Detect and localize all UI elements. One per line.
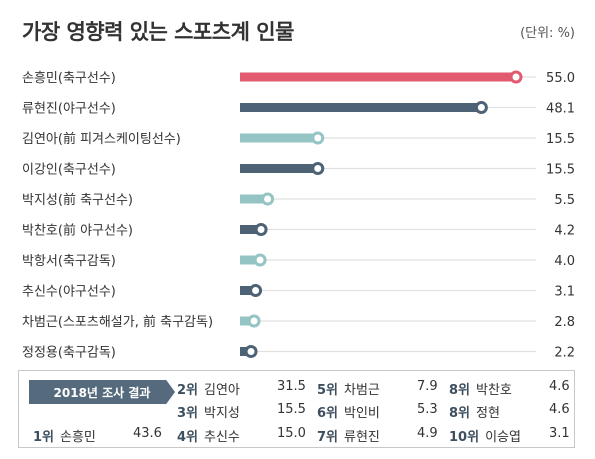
bar: [240, 133, 318, 143]
rank-number: 5위: [317, 383, 339, 398]
rank-name: 박지성: [204, 406, 240, 421]
rank-number: 7위: [317, 430, 339, 445]
bar-end-marker: [509, 70, 523, 84]
bar: [240, 194, 268, 204]
rank-value: 4.6: [549, 402, 570, 417]
summary-rank-7: 7위 류현진 4.9: [317, 426, 438, 445]
category-label: 류현진(야구선수): [22, 102, 116, 117]
category-label: 이강인(축구선수): [22, 163, 116, 178]
bar-end-marker: [261, 192, 275, 206]
rank-number: 4위: [177, 430, 199, 445]
bar-end-marker: [247, 314, 261, 328]
rank-number: 2위: [177, 383, 199, 398]
category-label: 정정용(축구감독): [22, 346, 116, 361]
value-label: 2.8: [554, 315, 575, 330]
value-label: 4.0: [554, 254, 575, 269]
value-label: 2.2: [554, 346, 575, 361]
rank-value: 15.0: [277, 426, 306, 441]
bar-end-marker: [254, 223, 268, 236]
bar-end-marker: [253, 253, 267, 267]
bar-end-marker: [244, 345, 258, 358]
category-label: 차범근(스포츠해설가, 前 축구감독): [22, 314, 213, 330]
summary-rank-1: 1위 손흥민 43.6: [33, 426, 162, 445]
value-label: 15.5: [546, 163, 575, 178]
bar: [240, 225, 262, 234]
rank-value: 3.1: [549, 426, 570, 441]
value-label: 55.0: [546, 71, 575, 86]
category-label: 손흥민(축구선수): [22, 71, 116, 86]
rank-value: 5.3: [417, 402, 438, 417]
rank-name: 박인비: [344, 406, 380, 421]
category-label: 김연아(前 피겨스케이팅선수): [22, 131, 181, 147]
category-label: 박항서(축구감독): [22, 254, 116, 269]
rank-name: 박찬호: [476, 383, 512, 398]
rank-name: 추신수: [204, 430, 240, 445]
summary-rank-6: 6위 박인비 5.3: [317, 402, 438, 421]
rank-number: 8위: [449, 383, 471, 398]
rank-value: 4.9: [417, 426, 438, 441]
chart-title: 가장 영향력 있는 스포츠계 인물: [22, 20, 294, 44]
rank-name: 정현: [476, 406, 500, 421]
rank-value: 7.9: [417, 379, 438, 394]
unit-label: (단위: %): [520, 26, 575, 41]
value-label: 48.1: [546, 102, 575, 117]
summary-rank-4: 4위 추신수 15.0: [177, 426, 306, 445]
bar: [240, 316, 255, 326]
rank-number: 1위: [33, 430, 55, 445]
rank-name: 김연아: [204, 383, 240, 398]
bar: [240, 103, 482, 112]
category-label: 박지성(前 축구선수): [22, 192, 133, 208]
rank-value: 15.5: [277, 402, 306, 417]
bar-end-marker: [311, 162, 325, 175]
summary-label-badge: 2018년 조사 결과: [29, 380, 175, 404]
summary-box-2018: 2018년 조사 결과 1위 손흥민 43.6 2위 김연아 31.5 3위 박지성 15.…: [18, 370, 575, 448]
category-label: 추신수(야구선수): [22, 285, 116, 300]
rank-name: 차범근: [344, 383, 380, 398]
bar: [240, 164, 318, 173]
rank-value: 43.6: [133, 426, 162, 441]
bar: [240, 255, 261, 265]
summary-rank-5: 5위 차범근 7.9: [317, 379, 438, 398]
bar-end-marker: [311, 131, 325, 145]
influence-bar-chart: 손흥민(축구선수) 55.0 류현진(야구선수) 48.1 김연아(前 피겨스케이팅선수…: [22, 70, 575, 361]
value-label: 3.1: [554, 285, 575, 300]
rank-name: 이승엽: [485, 430, 521, 445]
rank-value: 31.5: [277, 379, 306, 394]
value-label: 4.2: [554, 224, 575, 239]
bar-end-marker: [474, 101, 488, 114]
rank-number: 3위: [177, 406, 199, 421]
rank-number: 10위: [449, 430, 480, 445]
summary-rank-8b: 8위 정현 4.6: [449, 402, 570, 421]
bar-end-marker: [249, 284, 263, 297]
value-label: 15.5: [546, 132, 575, 147]
rank-number: 8위: [449, 406, 471, 421]
bar: [240, 286, 256, 295]
summary-rank-8a: 8위 박찬호 4.6: [449, 379, 570, 398]
rank-value: 4.6: [549, 379, 570, 394]
bar: [240, 72, 516, 82]
rank-name: 류현진: [344, 430, 380, 445]
value-label: 5.5: [554, 193, 575, 208]
summary-rank-3: 3위 박지성 15.5: [177, 402, 306, 421]
rank-number: 6위: [317, 406, 339, 421]
summary-rank-10: 10위 이승엽 3.1: [449, 426, 570, 445]
category-label: 박찬호(前 야구선수): [22, 223, 133, 239]
rank-name: 손흥민: [60, 430, 96, 445]
summary-rank-2: 2위 김연아 31.5: [177, 379, 306, 398]
